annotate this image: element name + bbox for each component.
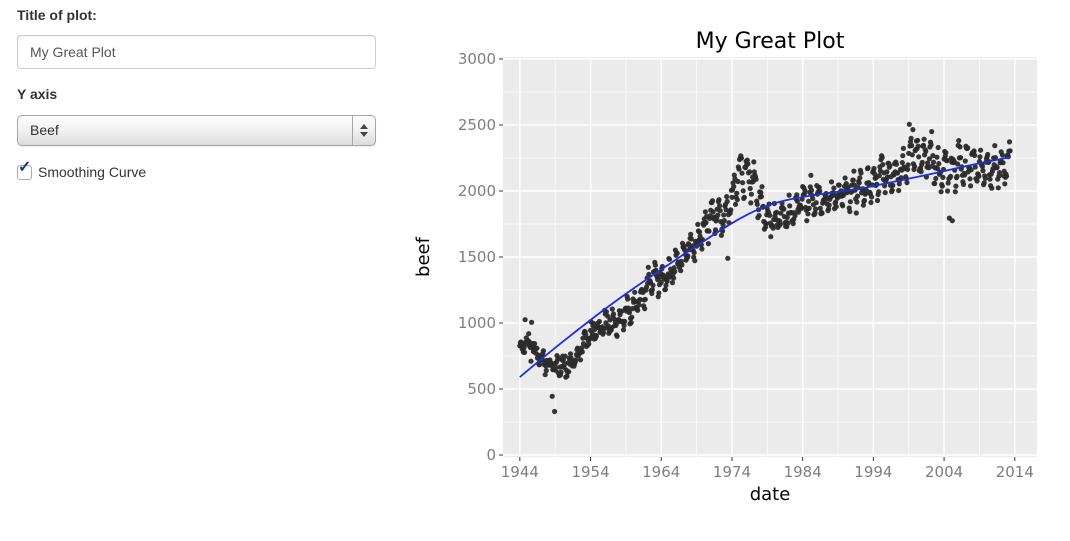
- x-tick-label: 1974: [713, 463, 751, 481]
- y-tick-label: 3000: [458, 50, 496, 68]
- chevron-down-icon: [360, 132, 368, 137]
- yaxis-select[interactable]: Beef: [17, 115, 376, 146]
- y-tick-label: 2500: [458, 116, 496, 134]
- smoothing-curve: [519, 156, 1010, 378]
- y-tick-label: 2000: [458, 182, 496, 200]
- chevron-up-icon: [360, 124, 368, 129]
- x-tick-label: 2014: [996, 463, 1034, 481]
- y-tick-label: 1000: [458, 314, 496, 332]
- smoothing-checkbox-label: Smoothing Curve: [38, 164, 147, 180]
- scatter-plot: 0 500 1000 1500 2000 2500 3000 1944 1954 1964 1974…: [413, 29, 1037, 505]
- plot-title-input[interactable]: [17, 35, 376, 69]
- x-tick-label: 1964: [642, 463, 680, 481]
- x-axis-title: date: [750, 484, 791, 505]
- smoothing-checkbox[interactable]: ✓: [17, 160, 32, 180]
- y-tick-label: 1500: [458, 248, 496, 266]
- plot-title: My Great Plot: [696, 29, 845, 54]
- x-tick-label: 2004: [925, 463, 963, 481]
- checkmark-icon: ✓: [18, 159, 32, 176]
- yaxis-select-value: Beef: [30, 122, 59, 138]
- y-tick-label: 0: [486, 446, 496, 464]
- y-axis-title: beef: [413, 236, 434, 277]
- y-axis-label: Y axis: [17, 86, 58, 102]
- x-tick-label: 1944: [501, 463, 539, 481]
- plot-region: 0 500 1000 1500 2000 2500 3000 1944 1954 1964 1974…: [410, 0, 1070, 541]
- x-tick-label: 1984: [784, 463, 822, 481]
- select-stepper-icon: [352, 116, 375, 145]
- scatter-points: [517, 121, 1013, 415]
- y-tick-label: 500: [467, 380, 496, 398]
- plot-title-label: Title of plot:: [17, 7, 97, 23]
- x-tick-label: 1994: [854, 463, 892, 481]
- x-tick-label: 1954: [571, 463, 609, 481]
